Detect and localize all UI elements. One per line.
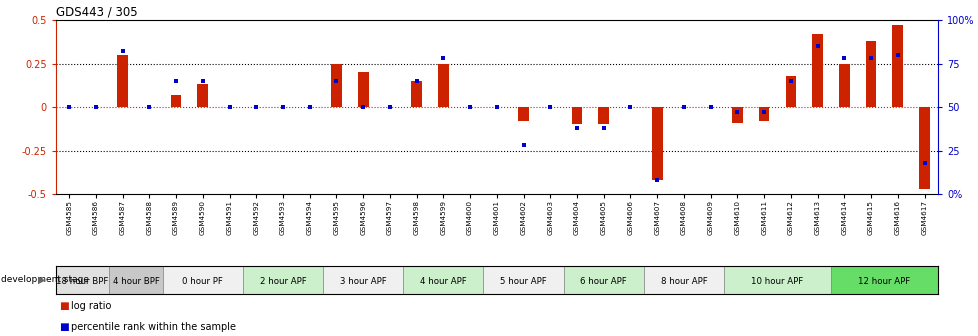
Text: 6 hour APF: 6 hour APF — [580, 277, 627, 286]
Text: GDS443 / 305: GDS443 / 305 — [56, 6, 137, 19]
Bar — [358, 72, 368, 107]
Text: development stage: development stage — [1, 276, 89, 285]
Bar — [651, 107, 662, 180]
Bar — [644, 266, 724, 294]
Bar — [758, 107, 769, 121]
Text: 3 hour APF: 3 hour APF — [339, 277, 386, 286]
Bar — [411, 81, 422, 107]
Bar — [162, 266, 243, 294]
Text: ■: ■ — [59, 301, 68, 311]
Bar — [198, 84, 208, 107]
Bar — [838, 64, 849, 107]
Bar — [571, 107, 582, 124]
Text: ■: ■ — [59, 322, 68, 332]
Text: 0 hour PF: 0 hour PF — [182, 277, 223, 286]
Bar — [918, 107, 929, 189]
Text: 2 hour APF: 2 hour APF — [259, 277, 306, 286]
Bar — [323, 266, 403, 294]
Text: 5 hour APF: 5 hour APF — [500, 277, 547, 286]
Bar — [724, 266, 830, 294]
Bar — [830, 266, 937, 294]
Text: 4 hour APF: 4 hour APF — [420, 277, 467, 286]
Bar — [110, 266, 162, 294]
Bar — [892, 25, 903, 107]
Bar — [865, 41, 875, 107]
Bar — [784, 76, 795, 107]
Text: 8 hour APF: 8 hour APF — [660, 277, 706, 286]
Bar — [243, 266, 323, 294]
Text: 10 hour APF: 10 hour APF — [750, 277, 803, 286]
Bar — [732, 107, 742, 123]
Text: 4 hour BPF: 4 hour BPF — [112, 277, 159, 286]
Bar — [598, 107, 608, 124]
Bar — [117, 55, 128, 107]
Text: percentile rank within the sample: percentile rank within the sample — [71, 322, 237, 332]
Text: 18 hour BPF: 18 hour BPF — [57, 277, 109, 286]
Bar — [170, 95, 181, 107]
Bar — [812, 34, 822, 107]
Bar — [403, 266, 483, 294]
Bar — [437, 64, 448, 107]
Bar — [563, 266, 644, 294]
Bar — [483, 266, 563, 294]
Text: ▶: ▶ — [38, 275, 46, 285]
Bar — [331, 64, 341, 107]
Text: 12 hour APF: 12 hour APF — [858, 277, 910, 286]
Text: log ratio: log ratio — [71, 301, 111, 311]
Bar — [56, 266, 110, 294]
Bar — [517, 107, 528, 121]
